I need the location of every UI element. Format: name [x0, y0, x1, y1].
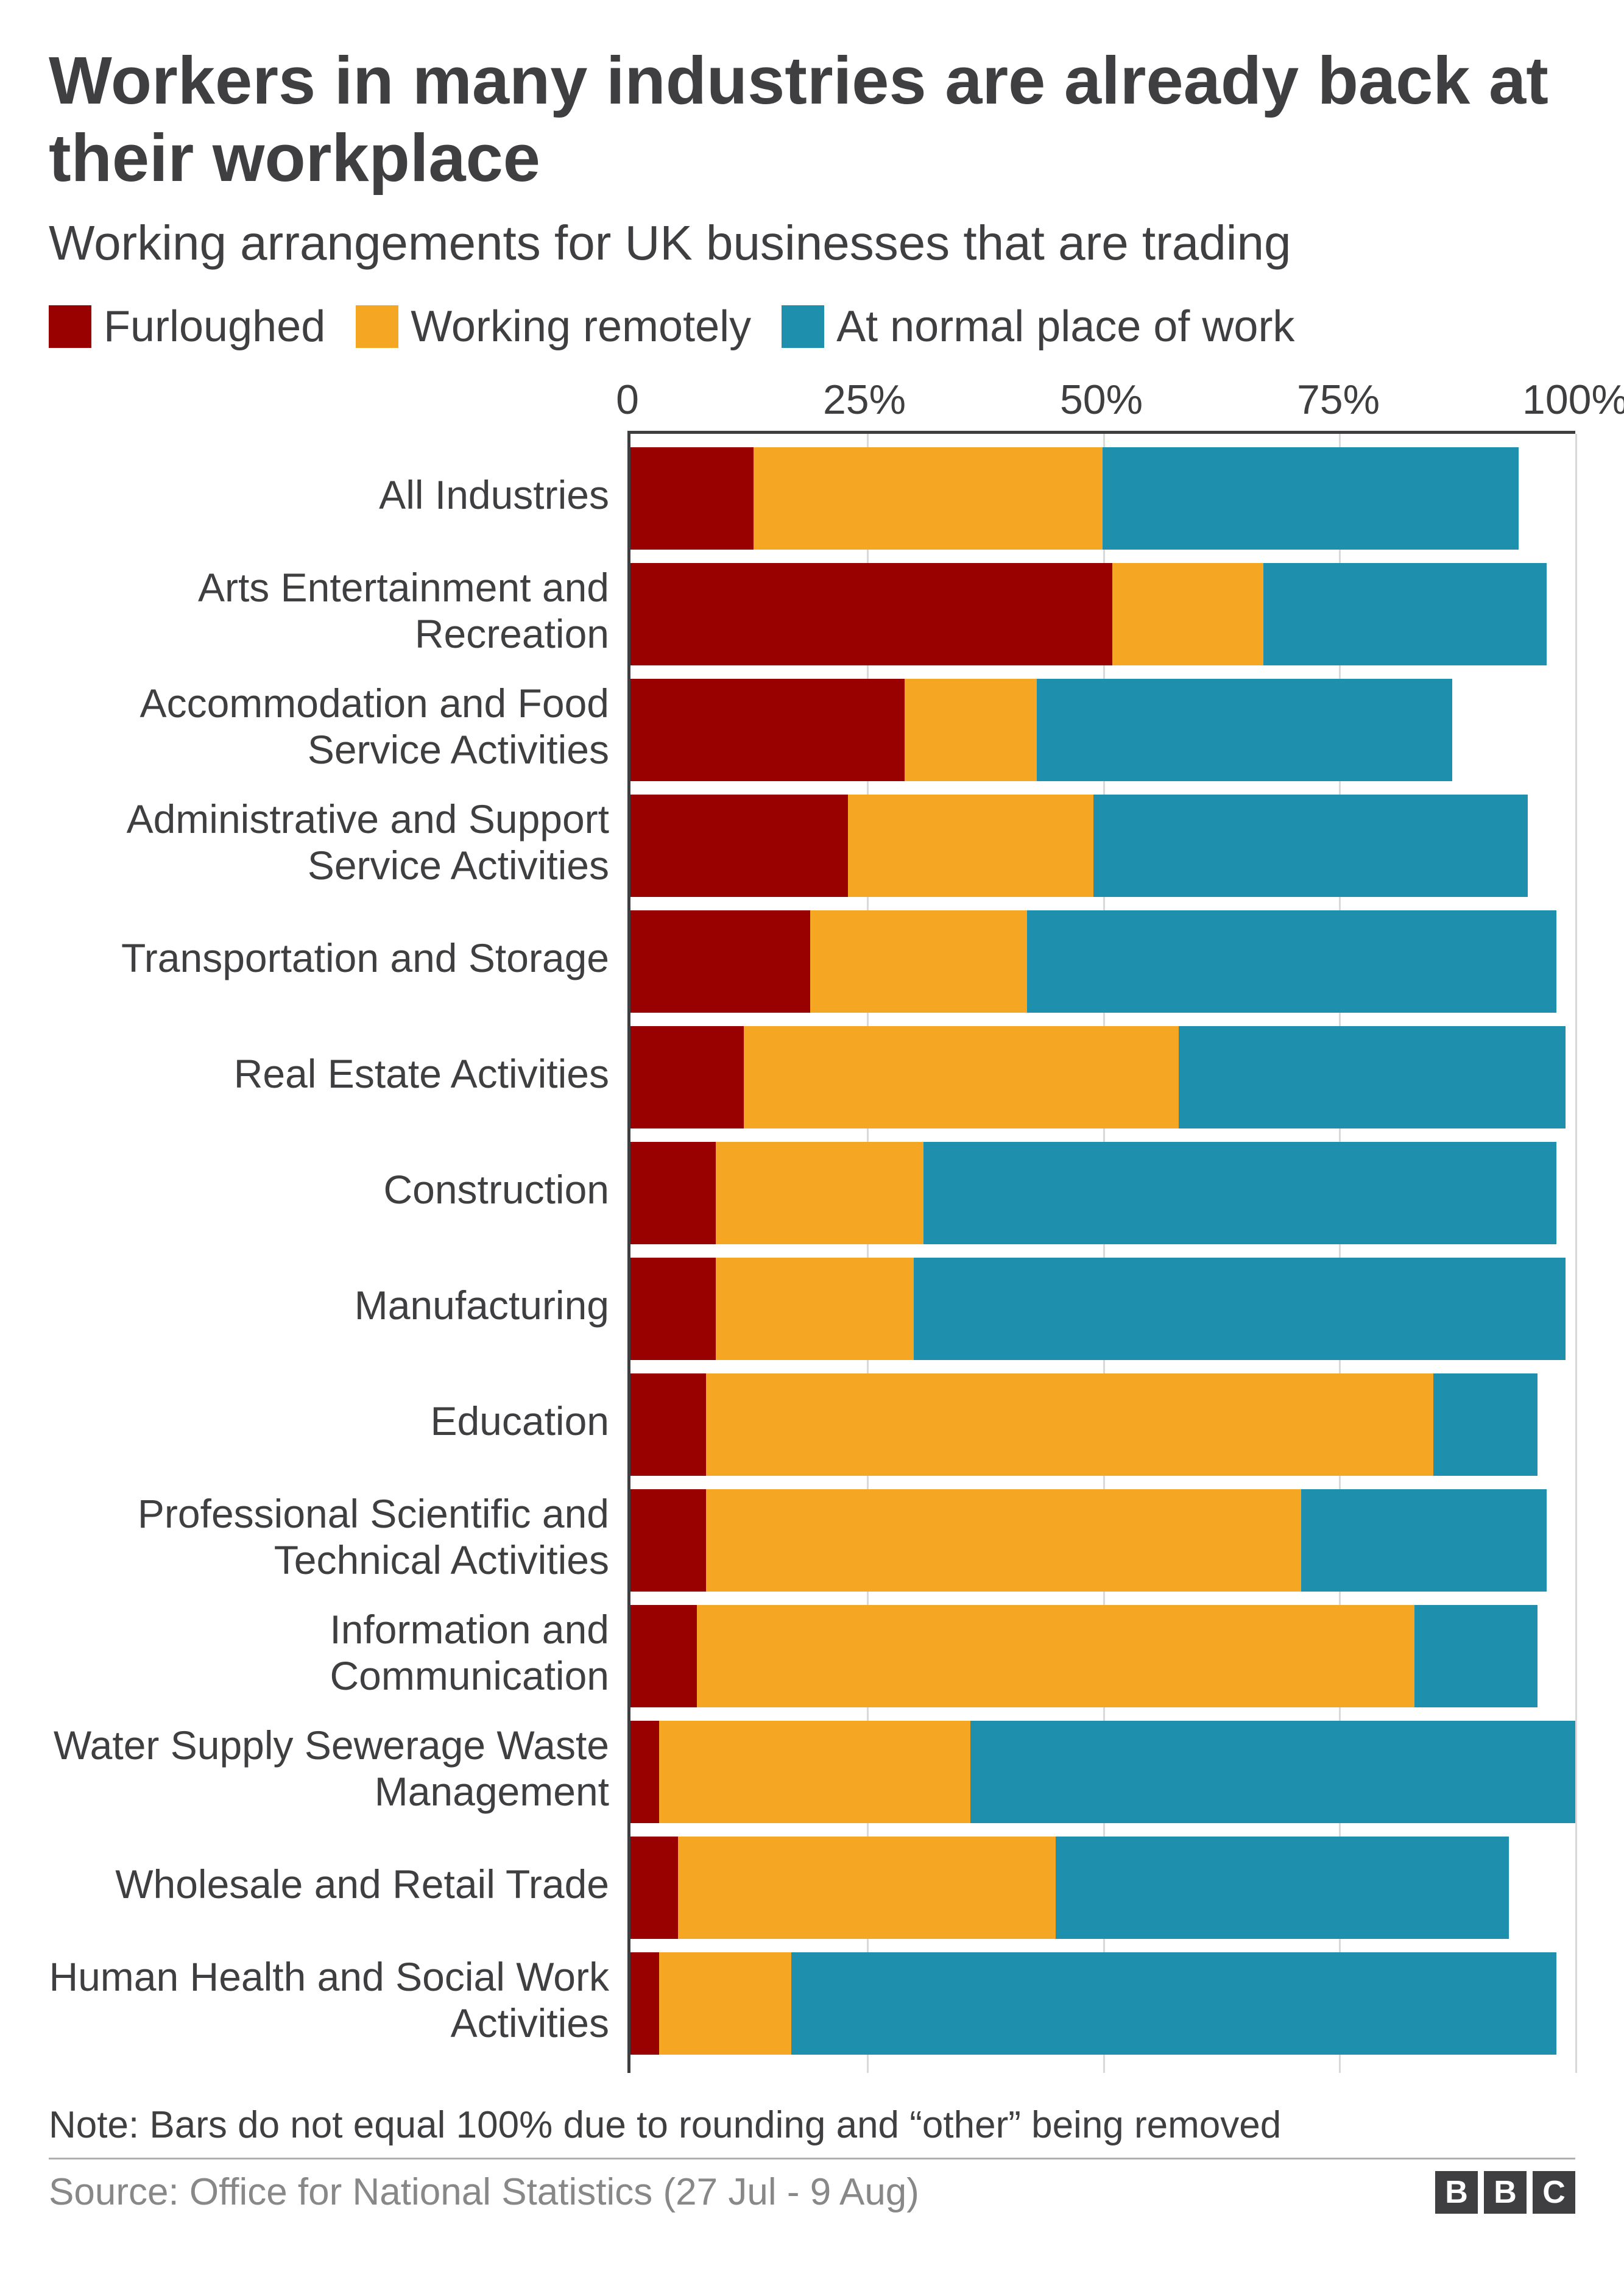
- bar-segment: [1179, 1026, 1566, 1128]
- axis-tick-label: 25%: [823, 376, 906, 423]
- bar-segment: [923, 1142, 1556, 1244]
- bar-row: [630, 563, 1575, 665]
- bar-segment: [810, 910, 1028, 1013]
- bar-row: [630, 1258, 1575, 1360]
- category-label: All Industries: [49, 472, 627, 519]
- bar-segment: [1263, 563, 1547, 665]
- bar-segment: [659, 1721, 971, 1823]
- chart-subtitle: Working arrangements for UK businesses t…: [49, 215, 1575, 271]
- bar-segment: [1037, 679, 1452, 781]
- category-label: Information and Communication: [49, 1607, 627, 1699]
- legend-label: Working remotely: [411, 302, 751, 352]
- bar-segment: [630, 679, 905, 781]
- category-label: Accommodation and Food Service Activitie…: [49, 681, 627, 773]
- bar-segment: [1112, 563, 1263, 665]
- bar-segment: [1027, 910, 1556, 1013]
- category-label: Transportation and Storage: [49, 935, 627, 982]
- legend-swatch: [782, 305, 824, 348]
- bar-segment: [791, 1952, 1556, 2055]
- bar-segment: [1056, 1837, 1509, 1939]
- footnote: Note: Bars do not equal 100% due to roun…: [49, 2103, 1575, 2159]
- legend-item: At normal place of work: [782, 302, 1294, 352]
- bar-segment: [905, 679, 1037, 781]
- axis-tick-label: 50%: [1060, 376, 1143, 423]
- source: Source: Office for National Statistics (…: [49, 2170, 919, 2214]
- bar-segment: [716, 1142, 923, 1244]
- bar-segment: [630, 1026, 744, 1128]
- bar-segment: [630, 447, 754, 550]
- category-label: Professional Scientific and Technical Ac…: [49, 1491, 627, 1584]
- bar-segment: [1093, 795, 1528, 897]
- bar-segment: [848, 795, 1093, 897]
- bar-segment: [914, 1258, 1566, 1360]
- bar-row: [630, 1489, 1575, 1592]
- bar-row: [630, 795, 1575, 897]
- legend-swatch: [49, 305, 91, 348]
- bar-segment: [1103, 447, 1518, 550]
- bbc-logo: BBC: [1435, 2171, 1575, 2214]
- gridline: [1575, 434, 1577, 2073]
- bar-segment: [1301, 1489, 1547, 1592]
- bar-segment: [630, 1605, 697, 1707]
- bar-segment: [630, 1837, 678, 1939]
- bar-segment: [630, 1952, 659, 2055]
- bar-segment: [630, 563, 1112, 665]
- bar-segment: [697, 1605, 1415, 1707]
- category-label: Real Estate Activities: [49, 1051, 627, 1097]
- bar-segment: [659, 1952, 791, 2055]
- bbc-logo-box: B: [1484, 2171, 1527, 2214]
- axis-tick-label: 75%: [1297, 376, 1380, 423]
- x-axis: 025%50%75%100%: [627, 376, 1575, 431]
- axis-tick-label: 100%: [1522, 376, 1624, 423]
- bar-row: [630, 1837, 1575, 1939]
- bar-row: [630, 447, 1575, 550]
- bar-segment: [630, 1373, 706, 1476]
- bar-row: [630, 679, 1575, 781]
- bar-segment: [630, 1489, 706, 1592]
- category-label: Arts Entertainment and Recreation: [49, 565, 627, 657]
- legend-swatch: [356, 305, 398, 348]
- legend-item: Working remotely: [356, 302, 751, 352]
- chart-title: Workers in many industries are already b…: [49, 43, 1575, 197]
- bar-row: [630, 1721, 1575, 1823]
- bar-segment: [630, 1142, 716, 1244]
- bar-segment: [630, 910, 810, 1013]
- category-label: Administrative and Support Service Activ…: [49, 796, 627, 889]
- bar-row: [630, 1026, 1575, 1128]
- bar-segment: [706, 1489, 1301, 1592]
- bar-row: [630, 910, 1575, 1013]
- bar-row: [630, 1142, 1575, 1244]
- bar-segment: [630, 1258, 716, 1360]
- chart: All Industries Arts Entertainment and Rec…: [49, 376, 1575, 2073]
- bar-segment: [678, 1837, 1056, 1939]
- bar-segment: [716, 1258, 914, 1360]
- bbc-logo-box: B: [1435, 2171, 1478, 2214]
- category-label: Water Supply Sewerage Waste Management: [49, 1723, 627, 1815]
- bar-segment: [754, 447, 1103, 550]
- bar-segment: [706, 1373, 1433, 1476]
- bar-segment: [630, 1721, 659, 1823]
- legend-label: Furloughed: [104, 302, 325, 352]
- bar-segment: [970, 1721, 1575, 1823]
- category-label: Construction: [49, 1167, 627, 1213]
- bar-segment: [744, 1026, 1178, 1128]
- legend-item: Furloughed: [49, 302, 325, 352]
- category-label: Wholesale and Retail Trade: [49, 1862, 627, 1908]
- category-label: Education: [49, 1398, 627, 1445]
- bar-row: [630, 1952, 1575, 2055]
- legend-label: At normal place of work: [836, 302, 1294, 352]
- axis-tick-label: 0: [616, 376, 639, 423]
- plot-area: [627, 431, 1575, 2073]
- bar-segment: [630, 795, 848, 897]
- bar-segment: [1414, 1605, 1538, 1707]
- bar-row: [630, 1373, 1575, 1476]
- category-label: Human Health and Social Work Activities: [49, 1954, 627, 2047]
- bar-segment: [1433, 1373, 1538, 1476]
- bar-row: [630, 1605, 1575, 1707]
- legend: Furloughed Working remotely At normal plac…: [49, 302, 1575, 352]
- bbc-logo-box: C: [1533, 2171, 1575, 2214]
- category-label: Manufacturing: [49, 1283, 627, 1329]
